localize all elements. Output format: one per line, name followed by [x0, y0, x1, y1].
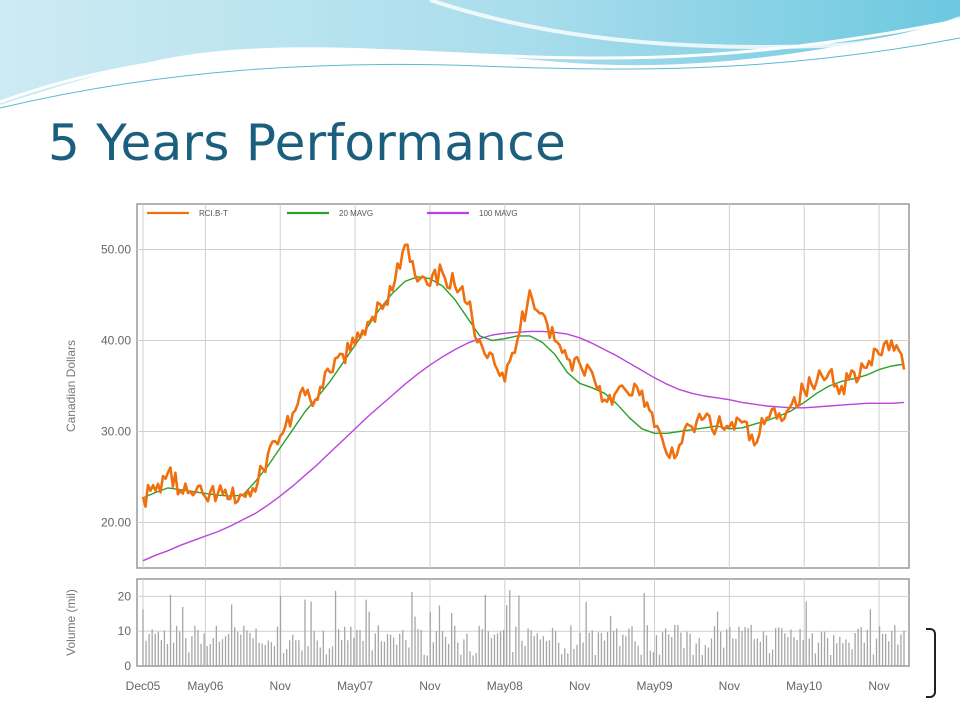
ma100-line [142, 330, 905, 562]
x-tick-label: May07 [337, 679, 373, 693]
price-y-tick-label: 30.00 [101, 425, 131, 439]
price-line [141, 243, 906, 508]
x-tick-label: Nov [569, 679, 590, 693]
volume-y-tick-label: 0 [124, 659, 131, 673]
price-y-axis-label: Canadian Dollars [64, 340, 78, 432]
stock-chart: Dec05 May06 Nov May07 Nov May08 Nov May09 Nov May… [57, 190, 943, 705]
volume-y-axis-label: Volume (mil) [64, 589, 78, 656]
price-y-tick-label: 40.00 [101, 334, 131, 348]
x-tick-label: Nov [868, 679, 889, 693]
chart-svg: Dec05 May06 Nov May07 Nov May08 Nov May09 Nov May… [64, 203, 910, 693]
price-y-tick-label: 50.00 [101, 243, 131, 257]
slide-background-waves [0, 0, 960, 109]
x-tick-label: Dec05 [126, 679, 161, 693]
x-tick-label: Nov [270, 679, 291, 693]
volume-y-tick-label: 20 [118, 589, 132, 603]
legend-ma20-label: 20 MAVG [339, 209, 373, 218]
price-y-tick-label: 20.00 [101, 516, 131, 530]
x-tick-label: May08 [487, 679, 523, 693]
price-panel-frame [136, 203, 910, 569]
x-tick-label: May06 [187, 679, 223, 693]
x-tick-label: May10 [786, 679, 822, 693]
x-tick-label: Nov [419, 679, 440, 693]
slide-edge-tab [926, 628, 936, 698]
legend-ma100-label: 100 MAVG [479, 209, 518, 218]
slide-title: 5 Years Performance [48, 114, 567, 172]
x-tick-label: Nov [719, 679, 740, 693]
volume-y-tick-label: 10 [118, 624, 132, 638]
legend-price-label: RCI.B-T [199, 209, 228, 218]
x-tick-label: May09 [636, 679, 672, 693]
